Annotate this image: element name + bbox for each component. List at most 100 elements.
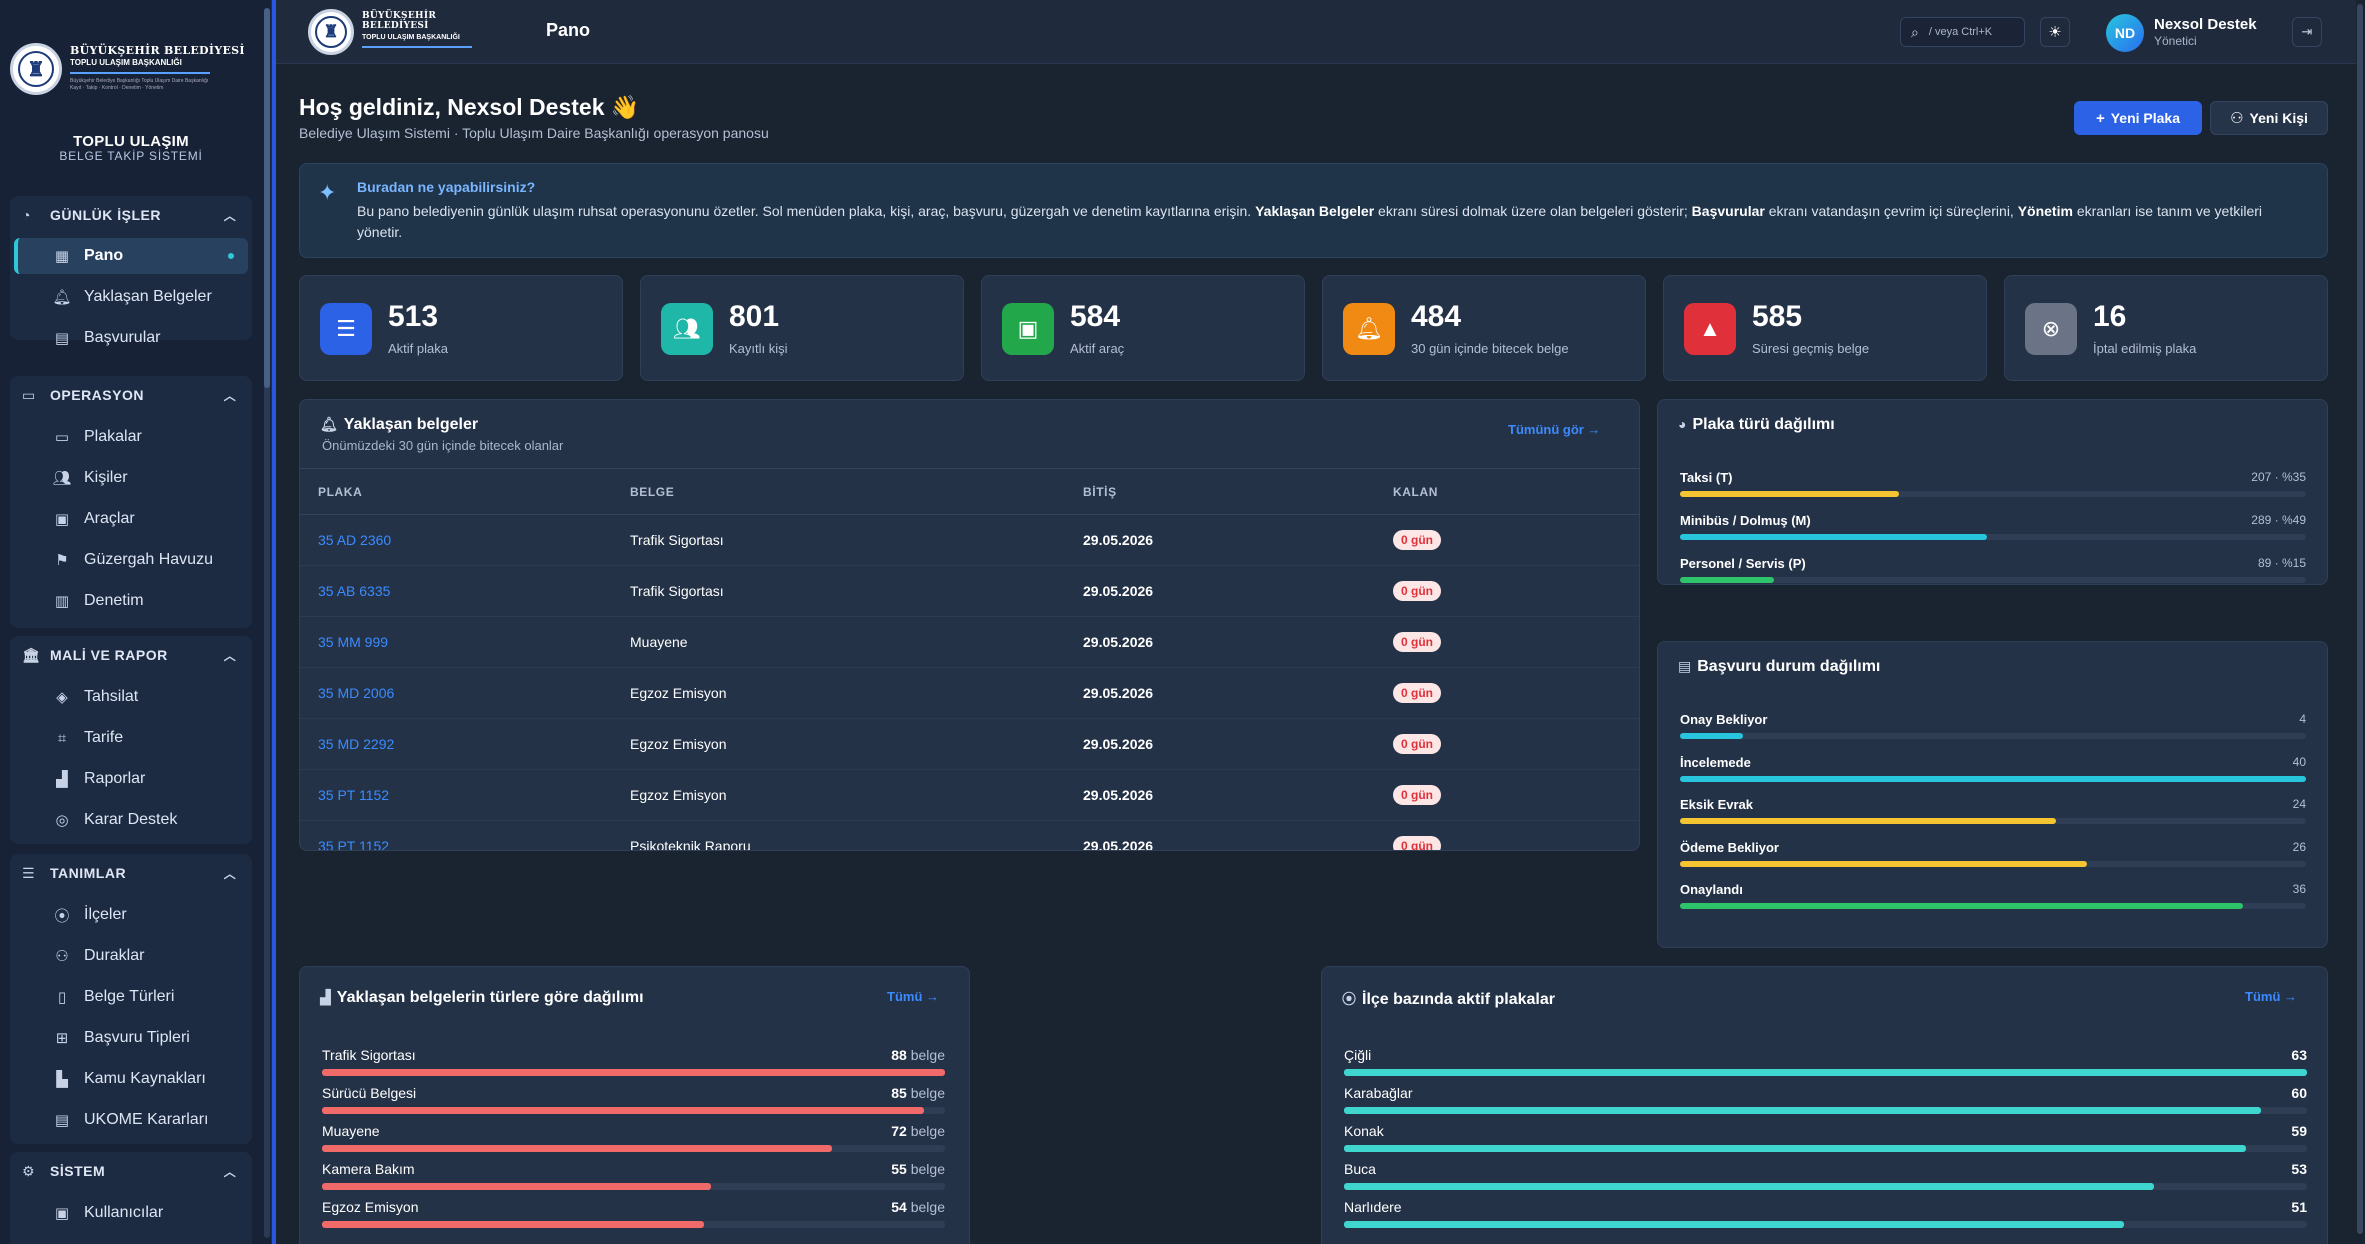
sidebar-item-belge-turleri[interactable]: ▯ Belge Türleri	[14, 979, 248, 1015]
status-bar	[1680, 860, 2087, 867]
table-row[interactable]: 35 MD 2006 Egzoz Emisyon 29.05.2026 0 gü…	[300, 667, 1639, 719]
plate-type-value: 207 · %35	[2251, 470, 2306, 484]
theme-toggle-button[interactable]: ☀	[2040, 17, 2070, 47]
sidebar-item-tarife[interactable]: ⌗ Tarife	[14, 720, 248, 756]
grid-4-icon: ⊞	[55, 1030, 69, 1047]
district-count: 63	[2291, 1047, 2307, 1063]
doc-type-bar	[322, 1069, 945, 1076]
plate-type-distribution-panel: ◕ Plaka türü dağılımı Taksi (T) 207 · %35…	[1657, 399, 2328, 585]
sidebar-item-yaklasan-belgeler[interactable]: 🔔︎ Yaklaşan Belgeler	[52, 288, 212, 306]
plate-link[interactable]: 35 PT 1152	[300, 820, 630, 850]
new-person-button[interactable]: ⚇ Yeni Kişi	[2210, 101, 2328, 135]
plate-link[interactable]: 35 MM 999	[300, 616, 630, 668]
column-header-plaka[interactable]: PLAKA	[300, 468, 630, 515]
remaining-badge: 0 gün	[1393, 581, 1441, 601]
upcoming-table: PLAKA BELGE BİTİŞ KALAN 35 AD 2360 Trafi…	[300, 468, 1639, 850]
document-name: Psikoteknik Raporu	[630, 820, 1083, 850]
column-header-bitis[interactable]: BİTİŞ	[1083, 468, 1393, 515]
plate-link[interactable]: 35 MD 2292	[300, 718, 630, 770]
column-header-kalan[interactable]: KALAN	[1393, 468, 1639, 515]
sidebar-item-kamu-kaynaklari[interactable]: ▙ Kamu Kaynakları	[14, 1061, 248, 1097]
sidebar-item-tahsilat[interactable]: ◈ Tahsilat	[14, 679, 248, 715]
warning-icon: ▲	[1684, 303, 1736, 355]
section-header-gunluk-isler[interactable]: ◔ GÜNLÜK İŞLER ︿	[10, 196, 252, 234]
district-all-link[interactable]: Tümü →	[2245, 989, 2297, 1004]
sidebar-item-karar-destek[interactable]: ◎ Karar Destek	[14, 802, 248, 838]
table-row[interactable]: 35 MM 999 Muayene 29.05.2026 0 gün	[300, 616, 1639, 668]
district-bar	[1344, 1107, 2262, 1114]
section-mali-ve-rapor: 🏛︎ MALİ VE RAPOR ︿ ◈ Tahsilat ⌗ Tarife ▟ Ra…	[10, 636, 252, 844]
plate-link[interactable]: 35 AD 2360	[300, 514, 630, 566]
doc-type-unit: belge	[910, 1161, 945, 1177]
table-row[interactable]: 35 AB 6335 Trafik Sigortası 29.05.2026 0…	[300, 565, 1639, 617]
end-date: 29.05.2026	[1083, 820, 1393, 850]
welcome-subtitle: Belediye Ulaşım Sistemi · Toplu Ulaşım D…	[299, 125, 769, 141]
new-plate-button[interactable]: + Yeni Plaka	[2074, 101, 2202, 135]
status-label: İncelemede	[1680, 754, 1751, 770]
status-label: Onaylandı	[1680, 882, 1743, 897]
sidebar-item-araclar[interactable]: ▣ Araçlar	[14, 501, 248, 537]
plate-link[interactable]: 35 PT 1152	[300, 769, 630, 821]
status-bar	[1680, 818, 2056, 824]
column-header-belge[interactable]: BELGE	[630, 468, 1083, 515]
page-scrollbar[interactable]	[2356, 0, 2365, 1244]
table-row[interactable]: 35 AD 2360 Trafik Sigortası 29.05.2026 0…	[300, 514, 1639, 566]
end-date: 29.05.2026	[1083, 718, 1393, 770]
stat-card[interactable]: ▣ 584 Aktif araç	[981, 275, 1305, 381]
gear-icon: ⚙	[22, 1162, 36, 1179]
stat-card[interactable]: 🔔︎ 484 30 gün içinde bitecek belge	[1322, 275, 1646, 381]
user-menu[interactable]: Nexsol Destek Yönetici	[2154, 16, 2257, 48]
stat-label: 30 gün içinde bitecek belge	[1411, 341, 1569, 356]
stat-card[interactable]: 👥︎ 801 Kayıtlı kişi	[640, 275, 964, 381]
sidebar-item-raporlar[interactable]: ▟ Raporlar	[14, 761, 248, 797]
doc-type-count: 55	[891, 1161, 907, 1177]
sidebar-scrollbar[interactable]	[264, 8, 270, 1238]
table-row[interactable]: 35 PT 1152 Egzoz Emisyon 29.05.2026 0 gü…	[300, 769, 1639, 821]
stat-card[interactable]: ▲ 585 Süresi geçmiş belge	[1663, 275, 1987, 381]
sidebar-item-pano[interactable]: ▦ Pano	[14, 238, 248, 274]
doc-type-label: Muayene	[322, 1123, 380, 1139]
sidebar-item-ukome-kararlari[interactable]: ▤ UKOME Kararları	[14, 1102, 248, 1138]
see-all-upcoming-link[interactable]: Tümünü gör →	[1508, 422, 1601, 437]
inbox-icon: ▤	[54, 330, 70, 347]
sidebar-item-kullanicilar[interactable]: ▣ Kullanıcılar	[14, 1195, 248, 1231]
upcoming-documents-panel: 🔔︎ Yaklaşan belgeler Önümüzdeki 30 gün iç…	[299, 399, 1640, 851]
section-header-tanimlar[interactable]: ☰ TANIMLAR ︿	[10, 854, 252, 892]
table-row[interactable]: 35 MD 2292 Egzoz Emisyon 29.05.2026 0 gü…	[300, 718, 1639, 770]
doc-type-label: Egzoz Emisyon	[322, 1199, 419, 1215]
plate-type-value: 89 · %15	[2257, 556, 2306, 570]
sidebar-item-plakalar[interactable]: ▭ Plakalar	[14, 419, 248, 455]
sidebar-logo[interactable]: ♜ BÜYÜKŞEHİR BELEDİYESİ TOPLU ULAŞIM BAŞ…	[10, 38, 262, 100]
folder-icon: ▭	[22, 386, 36, 403]
doc-types-all-link[interactable]: Tümü →	[887, 989, 939, 1004]
section-header-operasyon[interactable]: ▭ OPERASYON ︿	[10, 376, 252, 414]
status-count: 40	[2292, 754, 2306, 769]
sidebar-item-ilceler[interactable]: ⦿ İlçeler	[14, 897, 248, 933]
sidebar-item-basvurular[interactable]: ▤ Başvurular	[14, 320, 248, 356]
sidebar-item-basvuru-tipleri[interactable]: ⊞ Başvuru Tipleri	[14, 1020, 248, 1056]
status-count: 36	[2292, 882, 2306, 896]
table-row[interactable]: 35 PT 1152 Psikoteknik Raporu 29.05.2026…	[300, 820, 1639, 850]
plate-link[interactable]: 35 AB 6335	[300, 565, 630, 617]
logout-button[interactable]: ⇥	[2292, 17, 2322, 47]
pie-chart-icon: ◕	[1678, 416, 1687, 432]
sidebar-item-denetim[interactable]: ▥ Denetim	[14, 583, 248, 619]
sidebar-item-guzergah-havuzu[interactable]: ⚑ Güzergah Havuzu	[14, 542, 248, 578]
section-header-mali-ve-rapor[interactable]: 🏛︎ MALİ VE RAPOR ︿	[10, 636, 252, 674]
section-tanimlar: ☰ TANIMLAR ︿ ⦿ İlçeler ⚇ Duraklar ▯ Belge T…	[10, 854, 252, 1144]
district-bar	[1344, 1183, 2155, 1190]
doc-type-label: Trafik Sigortası	[322, 1047, 416, 1063]
avatar[interactable]: ND	[2106, 14, 2144, 52]
sidebar-item-kisiler[interactable]: 👥︎ Kişiler	[52, 469, 128, 487]
status-label: Onay Bekliyor	[1680, 712, 1768, 727]
stat-card[interactable]: ⊗ 16 İptal edilmiş plaka	[2004, 275, 2328, 381]
chevron-up-icon: ︿	[223, 648, 237, 663]
stat-card[interactable]: ☰ 513 Aktif plaka	[299, 275, 623, 381]
section-header-sistem[interactable]: ⚙ SİSTEM ︿	[10, 1152, 252, 1190]
search-button[interactable]: ⌕ / veya Ctrl+K	[1900, 17, 2025, 47]
document-name: Egzoz Emisyon	[630, 769, 1083, 821]
plate-link[interactable]: 35 MD 2006	[300, 667, 630, 719]
topbar-logo[interactable]: ♜ BÜYÜKŞEHİR BELEDİYESİ TOPLU ULAŞIM BAŞ…	[308, 6, 488, 58]
status-count: 4	[2299, 712, 2306, 726]
sidebar-item-duraklar[interactable]: ⚇ Duraklar	[14, 938, 248, 974]
